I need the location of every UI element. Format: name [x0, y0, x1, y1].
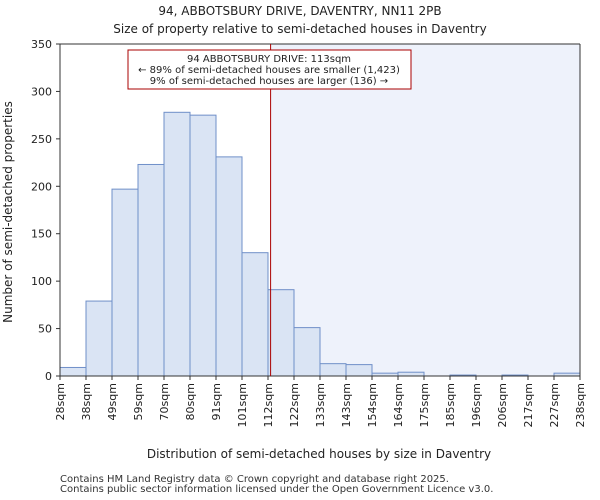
bar-164sqm [397, 371, 425, 377]
bar-101sqm [241, 252, 269, 377]
axes-group: 0 50 100 150 200 250 300 350 28sqm 38sqm 49sqm 59sq… [31, 38, 587, 427]
bar-80sqm [189, 114, 217, 377]
bar-122sqm [293, 327, 321, 377]
y-tick-label-350: 350 [31, 38, 52, 51]
bar-112sqm [267, 289, 295, 377]
x-tick-label-143sqm: 143sqm [340, 383, 353, 427]
x-tick-label-238sqm: 238sqm [574, 383, 587, 427]
footer-line2: Contains public sector information licen… [60, 484, 494, 495]
x-tick-label-206sqm: 206sqm [496, 383, 509, 427]
annotation-line1: 94 ABBOTSBURY DRIVE: 113sqm [187, 54, 351, 65]
x-tick-label-101sqm: 101sqm [236, 383, 249, 427]
x-tick-label-154sqm: 154sqm [366, 383, 379, 427]
x-tick-label-80sqm: 80sqm [184, 383, 197, 420]
x-tick-label-112sqm: 112sqm [262, 383, 275, 427]
y-tick-label-100: 100 [31, 275, 52, 288]
x-tick-label-164sqm: 164sqm [392, 383, 405, 427]
annotation-line3: 9% of semi-detached houses are larger (1… [150, 76, 388, 87]
y-axis-label: Number of semi-detached properties [1, 101, 15, 323]
x-tick-label-59sqm: 59sqm [132, 383, 145, 420]
y-tick-label-150: 150 [31, 228, 52, 241]
bar-91sqm [215, 156, 243, 377]
bar-70sqm [163, 111, 191, 377]
x-tick-label-28sqm: 28sqm [54, 383, 67, 420]
y-tick-label-300: 300 [31, 85, 52, 98]
x-tick-label-49sqm: 49sqm [106, 383, 119, 420]
x-axis-label: Distribution of semi-detached houses by … [147, 447, 491, 461]
bar-143sqm [345, 364, 373, 377]
y-tick-label-0: 0 [45, 370, 52, 383]
annotation-line2: ← 89% of semi-detached houses are smalle… [138, 65, 400, 76]
x-tick-label-122sqm: 122sqm [288, 383, 301, 427]
x-tick-label-185sqm: 185sqm [444, 383, 457, 427]
x-tick-label-227sqm: 227sqm [548, 383, 561, 427]
bar-28sqm [59, 366, 87, 377]
y-tick-label-200: 200 [31, 180, 52, 193]
bar-133sqm [319, 363, 347, 377]
chart-subtitle: Size of property relative to semi-detach… [113, 22, 486, 36]
bar-59sqm [137, 163, 165, 377]
x-tick-label-196sqm: 196sqm [470, 383, 483, 427]
bar-49sqm [111, 188, 139, 377]
chart-title: 94, ABBOTSBURY DRIVE, DAVENTRY, NN11 2PB [158, 4, 441, 18]
x-tick-label-217sqm: 217sqm [522, 383, 535, 427]
bars-group [59, 111, 581, 377]
y-tick-label-50: 50 [38, 323, 52, 336]
x-tick-label-38sqm: 38sqm [80, 383, 93, 420]
x-tick-label-91sqm: 91sqm [210, 383, 223, 420]
x-tick-label-70sqm: 70sqm [158, 383, 171, 420]
x-tick-label-133sqm: 133sqm [314, 383, 327, 427]
footer-line1: Contains HM Land Registry data © Crown c… [60, 474, 449, 485]
bar-38sqm [85, 300, 113, 377]
y-tick-label-250: 250 [31, 133, 52, 146]
annotation-box: 94 ABBOTSBURY DRIVE: 113sqm ← 89% of sem… [127, 49, 412, 90]
larger-region-shade [270, 44, 580, 376]
x-tick-label-175sqm: 175sqm [418, 383, 431, 427]
